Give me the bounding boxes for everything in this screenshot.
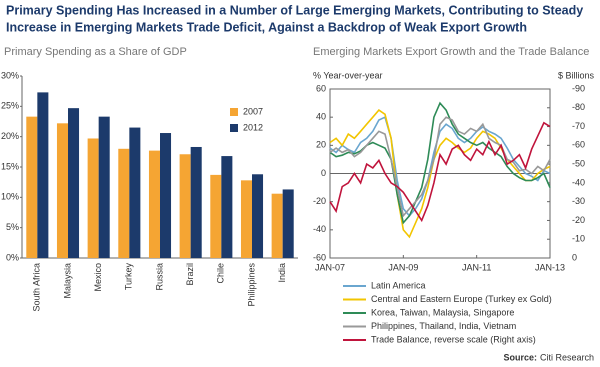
legend-swatch	[230, 124, 238, 132]
title-line: Increase in Emerging Markets Trade Defic…	[6, 20, 527, 34]
legend-label: Korea, Taiwan, Malaysia, Singapore	[371, 307, 514, 317]
bar	[252, 174, 264, 258]
y-tick-label: 60	[316, 83, 326, 93]
series-line	[329, 109, 551, 239]
y2-axis-label: $ Billions	[558, 70, 595, 80]
y-tick-label: 0	[321, 168, 326, 178]
bar	[179, 154, 191, 258]
y2-tick-label: -80	[572, 102, 585, 112]
y-tick-label: 25%	[1, 101, 19, 111]
y2-tick-label: -90	[572, 83, 585, 93]
y2-tick-label: -10	[572, 234, 585, 244]
bar	[271, 193, 283, 258]
x-tick-label: Chile	[216, 263, 226, 284]
y-tick-label: 30%	[1, 70, 19, 80]
left-subtitle: Primary Spending as a Share of GDP	[4, 46, 187, 58]
series-line	[329, 116, 551, 218]
bar	[129, 127, 141, 258]
bar	[282, 189, 294, 258]
legend-label: Latin America	[371, 280, 426, 290]
source: Citi Research	[540, 352, 594, 362]
x-tick-label: JAN-07	[315, 262, 345, 272]
legend-label: 2012	[243, 122, 263, 132]
y2-tick-label: -20	[572, 215, 585, 225]
bar	[37, 92, 49, 258]
y-tick-label: 40	[316, 112, 326, 122]
y2-tick-label: -50	[572, 158, 585, 168]
bar	[240, 180, 252, 258]
bar	[210, 174, 222, 258]
y-tick-label: -20	[313, 196, 326, 206]
x-tick-label: JAN-13	[535, 262, 565, 272]
x-tick-label: India	[277, 263, 287, 283]
y2-tick-label: -30	[572, 196, 585, 206]
x-tick-label: JAN-11	[462, 262, 491, 272]
bar	[221, 156, 233, 258]
y-tick-label: 5%	[6, 222, 19, 232]
y2-tick-label: 0	[572, 252, 577, 262]
y-tick-label: 0%	[6, 252, 19, 262]
right-subtitle: Emerging Markets Export Growth and the T…	[313, 46, 589, 58]
bar	[56, 123, 68, 258]
legend-label: Philippines, Thailand, India, Vietnam	[371, 321, 516, 331]
title-line: Primary Spending Has Increased in a Numb…	[6, 3, 583, 17]
legend-label: Trade Balance, reverse scale (Right axis…	[371, 334, 536, 344]
series-line	[329, 121, 551, 223]
x-tick-label: Philippines	[246, 263, 256, 307]
x-tick-label: Malaysia	[62, 263, 72, 299]
bar	[160, 133, 172, 258]
y-tick-label: -40	[313, 224, 326, 234]
legend-label: 2007	[243, 106, 263, 116]
y-tick-label: 20%	[1, 131, 19, 141]
x-tick-label: JAN-09	[388, 262, 418, 272]
bar	[190, 146, 202, 258]
x-tick-label: South Africa	[32, 263, 42, 312]
y-tick-label: 15%	[1, 161, 19, 171]
y-axis-label: % Year-over-year	[313, 70, 383, 80]
bar	[98, 116, 110, 258]
x-tick-label: Mexico	[93, 263, 103, 292]
bar	[68, 108, 80, 258]
y2-tick-label: -40	[572, 177, 585, 187]
bar	[87, 138, 99, 258]
x-tick-label: Turkey	[124, 263, 134, 291]
y-tick-label: -60	[313, 252, 326, 262]
y2-tick-label: -60	[572, 140, 585, 150]
bar	[26, 116, 38, 258]
x-tick-label: Russia	[154, 263, 164, 291]
bar	[118, 148, 130, 258]
y2-tick-label: -70	[572, 121, 585, 131]
y-tick-label: 20	[316, 140, 326, 150]
legend-swatch	[230, 108, 238, 116]
source-label: Source:	[503, 352, 537, 362]
y-tick-label: 10%	[1, 192, 19, 202]
bar	[148, 150, 160, 258]
x-tick-label: Brazil	[185, 263, 195, 286]
legend-label: Central and Eastern Europe (Turkey ex Go…	[371, 294, 552, 304]
